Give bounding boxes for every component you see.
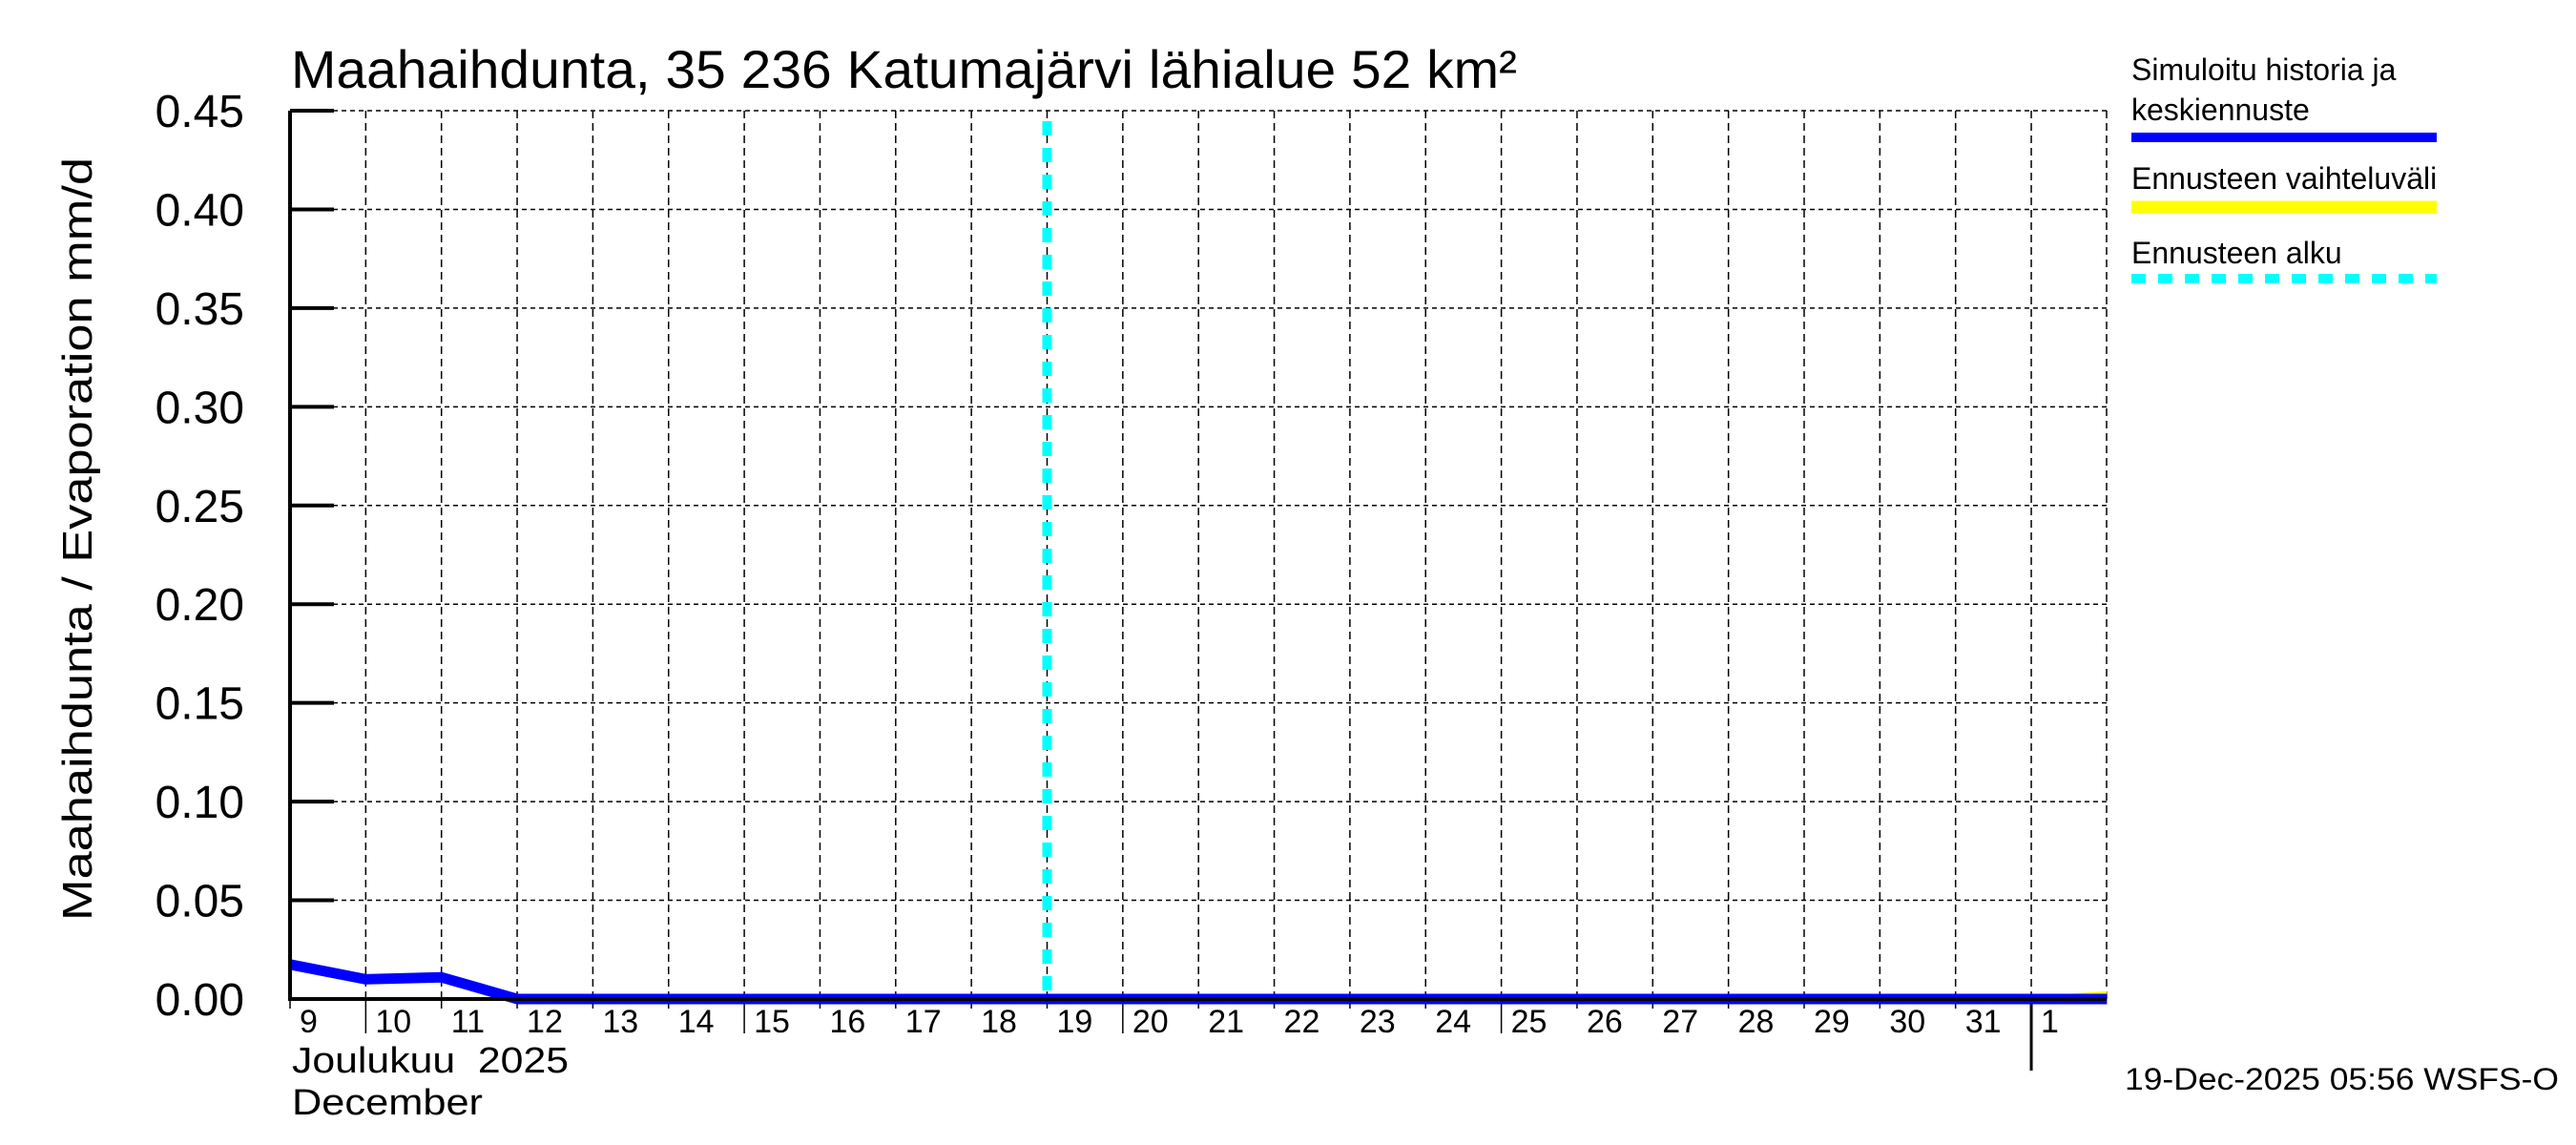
- footer-timestamp: 19-Dec-2025 05:56 WSFS-O: [2125, 1062, 2559, 1096]
- x-tick-label: 22: [1284, 1004, 1320, 1040]
- y-tick-label: 0.25: [156, 482, 244, 532]
- x-tick-label: 13: [602, 1004, 638, 1040]
- y-tick-label: 0.45: [156, 87, 244, 137]
- x-tick-label: 24: [1435, 1004, 1471, 1040]
- x-tick-label: 16: [829, 1004, 865, 1040]
- x-tick-label: 27: [1662, 1004, 1698, 1040]
- y-axis-ticks: 0.00 0.05 0.10 0.15 0.20 0.25 0.30 0.35 0.40 0.45: [156, 87, 334, 1026]
- x-tick-label: 28: [1738, 1004, 1775, 1040]
- grid-lines: [290, 110, 2108, 999]
- x-tick-label: 15: [754, 1004, 790, 1040]
- legend-label-range: Ennusteen vaihteluväli: [2131, 161, 2437, 196]
- legend-label-forecast-start: Ennusteen alku: [2131, 236, 2342, 270]
- x-tick-label: 20: [1132, 1004, 1169, 1040]
- x-tick-label: 31: [1965, 1004, 2002, 1040]
- x-tick-label: 9: [300, 1004, 318, 1040]
- legend: Simuloitu historia ja keskiennuste Ennus…: [2131, 52, 2437, 283]
- legend-label-history-2: keskiennuste: [2131, 93, 2310, 127]
- y-tick-label: 0.05: [156, 877, 244, 927]
- x-tick-label: 23: [1360, 1004, 1396, 1040]
- x-tick-label: 19: [1057, 1004, 1093, 1040]
- y-tick-label: 0.15: [156, 679, 244, 730]
- x-tick-label: 21: [1208, 1004, 1244, 1040]
- x-tick-label: 17: [905, 1004, 942, 1040]
- x-tick-label: 10: [375, 1004, 411, 1040]
- x-tick-label: 29: [1814, 1004, 1850, 1040]
- month-label-en: December: [292, 1083, 483, 1123]
- y-tick-label: 0.20: [156, 580, 244, 631]
- x-tick-label: 12: [527, 1004, 563, 1040]
- x-tick-label: 1: [2041, 1004, 2059, 1040]
- x-tick-label: 11: [451, 1004, 485, 1040]
- y-tick-label: 0.35: [156, 284, 244, 335]
- y-tick-label: 0.00: [156, 975, 244, 1026]
- x-tick-label: 14: [678, 1004, 715, 1040]
- x-tick-label: 26: [1587, 1004, 1623, 1040]
- y-tick-label: 0.30: [156, 383, 244, 433]
- x-tick-label: 30: [1889, 1004, 1925, 1040]
- x-tick-label: 18: [981, 1004, 1017, 1040]
- chart-title: Maahaihdunta, 35 236 Katumajärvi lähialu…: [291, 39, 1517, 99]
- y-tick-label: 0.40: [156, 185, 244, 236]
- y-tick-label: 0.10: [156, 778, 244, 828]
- y-axis-label: Maahaihdunta / Evaporation mm/d: [54, 157, 101, 921]
- month-label-fi: Joulukuu 2025: [292, 1041, 569, 1081]
- x-tick-label: 25: [1511, 1004, 1548, 1040]
- legend-label-history-1: Simuloitu historia ja: [2131, 52, 2397, 87]
- x-axis-ticks: 9 10 11 12 13 14 15 16 17 18 19 20 21 22 23 24 25 26 27 28 2…: [289, 999, 2059, 1071]
